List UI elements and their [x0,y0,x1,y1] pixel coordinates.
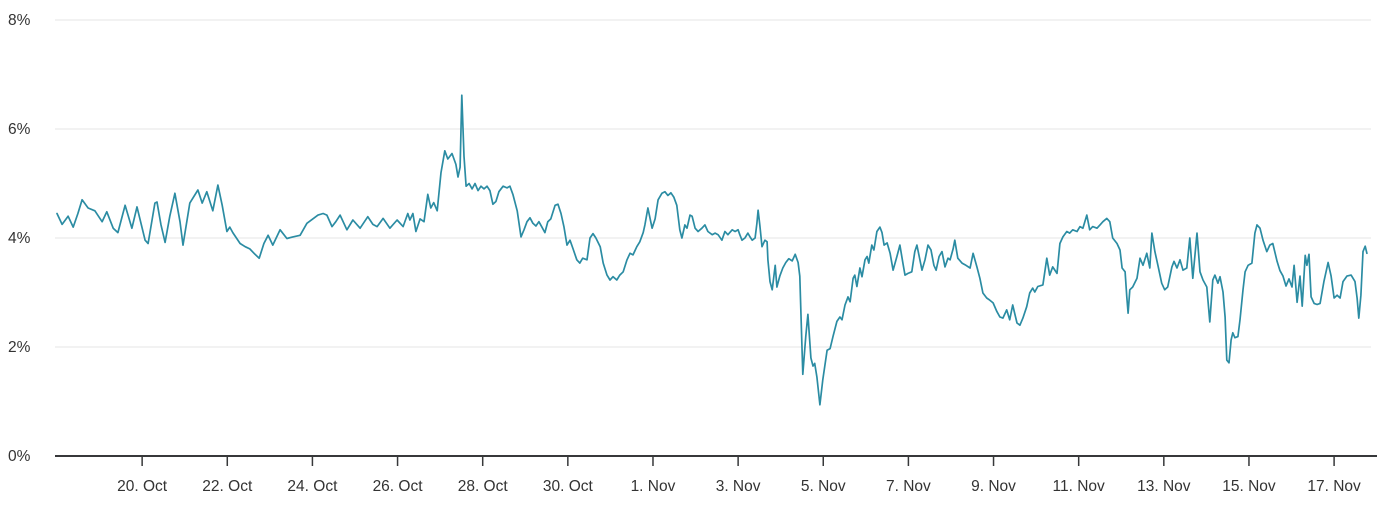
x-tick-label: 1. Nov [631,478,676,495]
series-line [56,94,1368,406]
x-tick-label: 15. Nov [1222,478,1276,495]
y-axis-label: 0% [8,448,31,465]
x-tick-label: 20. Oct [117,478,168,495]
x-tick-label: 17. Nov [1307,478,1361,495]
x-tick-label: 9. Nov [971,478,1016,495]
x-tick-label: 30. Oct [543,478,594,495]
x-tick-label: 24. Oct [287,478,338,495]
x-tick-label: 22. Oct [202,478,253,495]
x-tick-label: 11. Nov [1053,478,1106,495]
y-axis-label: 8% [8,12,31,29]
x-tick-label: 13. Nov [1137,478,1191,495]
y-axis-label: 6% [8,121,31,138]
x-tick-label: 7. Nov [886,478,931,495]
y-axis-label: 2% [8,339,31,356]
x-tick-label: 28. Oct [458,478,509,495]
y-axis-label: 4% [8,230,31,247]
x-tick-label: 26. Oct [373,478,424,495]
x-tick-label: 5. Nov [801,478,846,495]
x-tick-label: 3. Nov [716,478,761,495]
